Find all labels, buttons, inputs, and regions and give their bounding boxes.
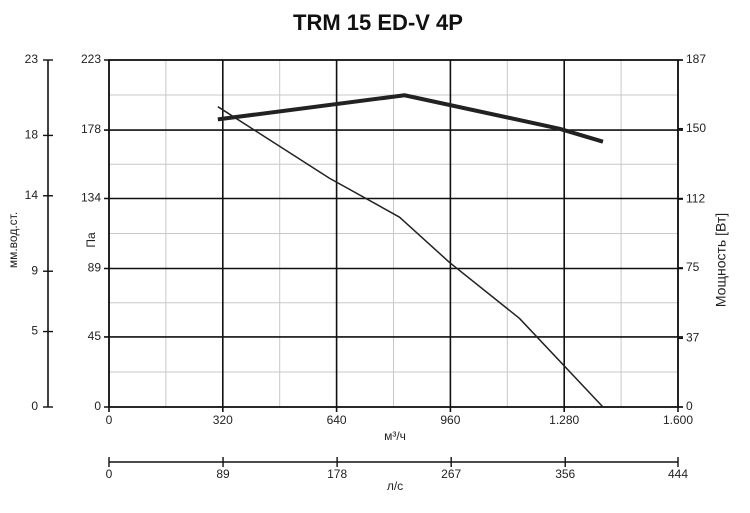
- x2-tick-label: 0: [106, 467, 113, 481]
- x2-axis-label: л/с: [387, 479, 403, 493]
- chart-title: TRM 15 ED-V 4P: [293, 10, 463, 35]
- plot-frame: [108, 59, 679, 408]
- y-tick-label: 178: [81, 122, 101, 136]
- y2-tick-label: 37: [686, 331, 700, 345]
- x-tick-label: 640: [327, 413, 347, 427]
- x-axis-label: м³/ч: [384, 429, 406, 443]
- y-mm-tick-label: 23: [25, 52, 39, 66]
- y2-tick-label: 150: [686, 121, 706, 135]
- x-tick-label: 1.600: [663, 413, 693, 427]
- y-mm-tick-label: 0: [31, 399, 38, 413]
- y-tick-label: 134: [81, 191, 101, 205]
- y2-axis-label: Мощность [Вт]: [713, 213, 729, 307]
- x2-tick-label: 178: [327, 467, 347, 481]
- y-tick-label: 0: [94, 399, 101, 413]
- x-tick-label: 0: [106, 413, 113, 427]
- y-mm-tick-label: 14: [25, 188, 39, 202]
- y-mm-tick-label: 5: [31, 324, 38, 338]
- y-tick-label: 45: [88, 329, 102, 343]
- curve: [217, 93, 604, 144]
- curve: [217, 106, 604, 408]
- x-tick-label: 1.280: [549, 413, 579, 427]
- y2-tick-label: 112: [686, 191, 705, 205]
- x-tick-label: 320: [213, 413, 233, 427]
- x2-tick-label: 356: [555, 467, 575, 481]
- y2-tick-label: 187: [686, 52, 706, 66]
- y-axis-label: Па: [84, 232, 98, 248]
- x-tick-label: 960: [440, 413, 460, 427]
- y-mm-axis-label: мм.вод.ст.: [6, 212, 20, 268]
- y2-tick-label: 0: [686, 399, 693, 413]
- y-mm-tick-label: 18: [25, 128, 39, 142]
- y-mm-tick-label: 9: [31, 263, 38, 277]
- y-tick-label: 89: [88, 261, 102, 275]
- y2-tick-label: 75: [686, 260, 700, 274]
- x2-tick-label: 267: [441, 467, 461, 481]
- y-tick-label: 223: [81, 52, 101, 66]
- x2-tick-label: 444: [668, 467, 688, 481]
- x2-tick-label: 89: [216, 467, 230, 481]
